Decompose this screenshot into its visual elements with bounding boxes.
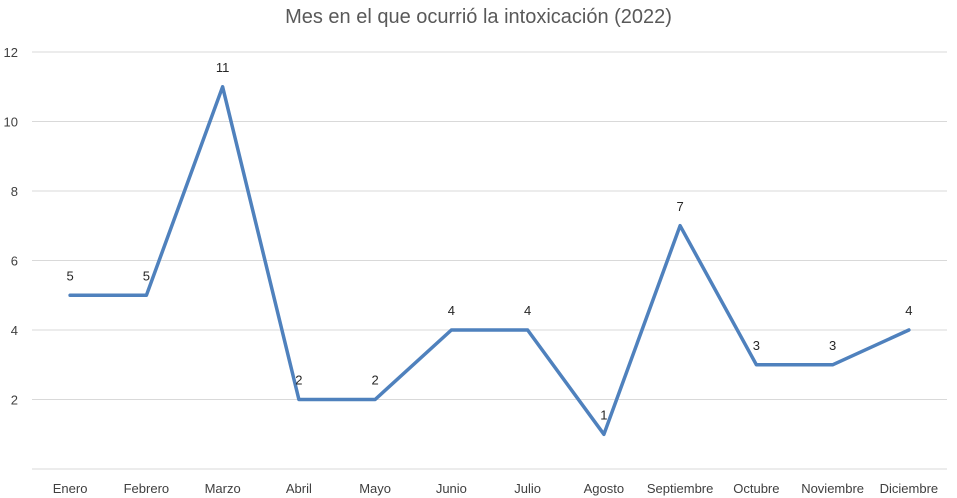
data-label: 1 — [600, 407, 607, 422]
x-tick-label: Diciembre — [880, 481, 939, 496]
data-label: 2 — [372, 373, 379, 388]
series-line — [68, 85, 911, 437]
y-tick-label: 12 — [4, 45, 18, 60]
y-tick-label: 8 — [11, 184, 18, 199]
data-label: 7 — [677, 199, 684, 214]
data-label: 2 — [295, 373, 302, 388]
data-point — [221, 85, 225, 89]
x-tick-label: Marzo — [205, 481, 241, 496]
x-tick-label: Agosto — [584, 481, 624, 496]
data-point — [449, 328, 453, 332]
x-tick-label: Abril — [286, 481, 312, 496]
data-label: 5 — [143, 268, 150, 283]
data-point — [297, 398, 301, 401]
data-point — [831, 363, 835, 367]
data-label: 11 — [216, 60, 230, 75]
data-point — [602, 432, 606, 436]
data-point — [144, 293, 148, 297]
x-tick-label: Junio — [436, 481, 467, 496]
x-tick-label: Enero — [53, 481, 88, 496]
data-point — [907, 328, 911, 332]
data-label: 4 — [524, 303, 531, 318]
x-tick-label: Mayo — [359, 481, 391, 496]
x-tick-label: Febrero — [124, 481, 170, 496]
data-point — [373, 398, 377, 401]
data-point — [526, 328, 530, 332]
data-label: 3 — [753, 338, 760, 353]
y-tick-label: 4 — [11, 323, 18, 338]
data-label: 3 — [829, 338, 836, 353]
y-tick-label: 6 — [11, 254, 18, 269]
x-tick-label: Noviembre — [801, 481, 864, 496]
data-point — [678, 224, 682, 228]
data-point — [754, 363, 758, 367]
data-label: 5 — [67, 268, 74, 283]
data-label: 4 — [448, 303, 455, 318]
data-label: 4 — [905, 303, 912, 318]
y-tick-label: 2 — [11, 393, 18, 408]
x-tick-label: Julio — [514, 481, 541, 496]
x-tick-label: Septiembre — [647, 481, 713, 496]
y-tick-label: 10 — [4, 115, 18, 130]
data-point — [68, 293, 72, 297]
chart-title: Mes en el que ocurrió la intoxicación (2… — [285, 6, 672, 28]
x-tick-label: Octubre — [733, 481, 779, 496]
